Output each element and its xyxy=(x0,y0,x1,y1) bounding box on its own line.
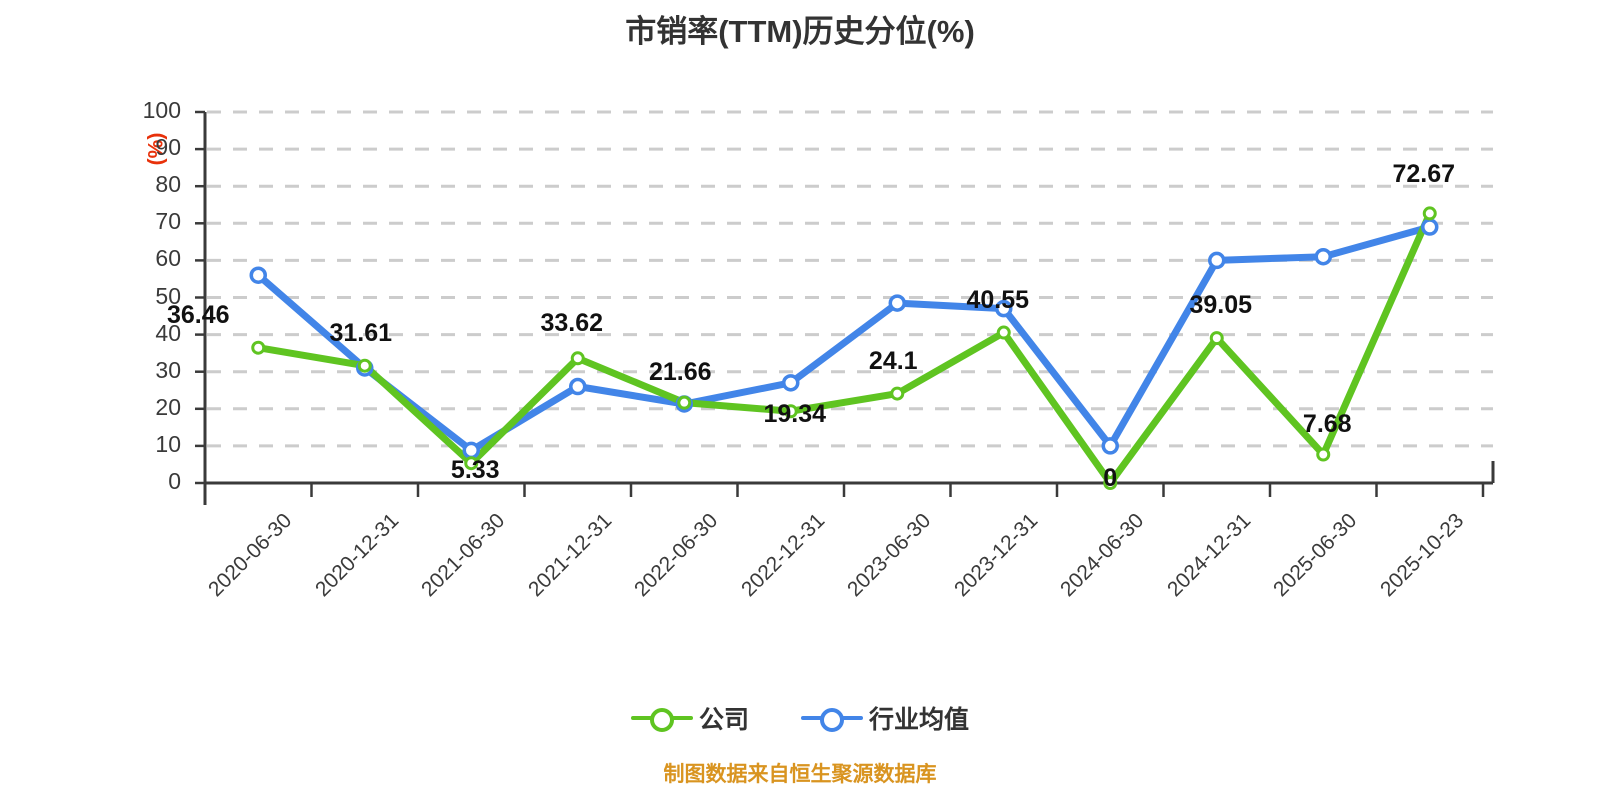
footer-source-note: 制图数据来自恒生聚源数据库 xyxy=(663,763,937,786)
data-point-label: 21.66 xyxy=(648,357,712,386)
y-tick-label: 80 xyxy=(155,171,181,198)
data-series-layer xyxy=(249,206,1439,490)
legend-item-company[interactable]: 公司 xyxy=(630,700,749,736)
chart-title: 市销率(TTM)历史分位(%) xyxy=(625,14,975,49)
y-tick-label: 70 xyxy=(155,208,181,235)
y-tick-label: 40 xyxy=(155,319,181,346)
data-point-label: 36.46 xyxy=(166,300,230,329)
data-point-label: 33.62 xyxy=(540,309,604,338)
y-tick-label: 60 xyxy=(155,245,181,272)
y-tick-label: 10 xyxy=(155,430,181,457)
y-tick-label: 90 xyxy=(155,134,181,161)
data-point-label: 39.05 xyxy=(1189,291,1253,320)
data-point-label: 31.61 xyxy=(329,318,393,347)
legend-swatch-company-icon xyxy=(630,706,693,732)
y-tick-label: 30 xyxy=(155,356,181,383)
data-point-label: 40.55 xyxy=(966,285,1030,314)
axis-ticks xyxy=(195,110,1485,497)
legend-swatch-industry-icon xyxy=(801,706,863,732)
data-point-label: 5.33 xyxy=(450,456,500,485)
legend-label-industry: 行业均值 xyxy=(869,706,970,734)
legend-label-company: 公司 xyxy=(698,706,749,734)
y-tick-label: 20 xyxy=(155,393,181,420)
data-point-label: 24.1 xyxy=(868,346,918,375)
legend-item-industry[interactable]: 行业均值 xyxy=(801,700,969,736)
y-tick-label: 0 xyxy=(168,468,181,494)
chart-legend: 公司 行业均值 xyxy=(0,700,1600,736)
data-point-label: 0 xyxy=(1103,464,1118,492)
data-point-label: 72.67 xyxy=(1392,160,1456,189)
data-point-label: 7.68 xyxy=(1302,409,1352,438)
y-tick-label: 50 xyxy=(155,282,181,309)
y-tick-label: 100 xyxy=(142,97,181,123)
data-point-label: 19.34 xyxy=(763,400,827,429)
